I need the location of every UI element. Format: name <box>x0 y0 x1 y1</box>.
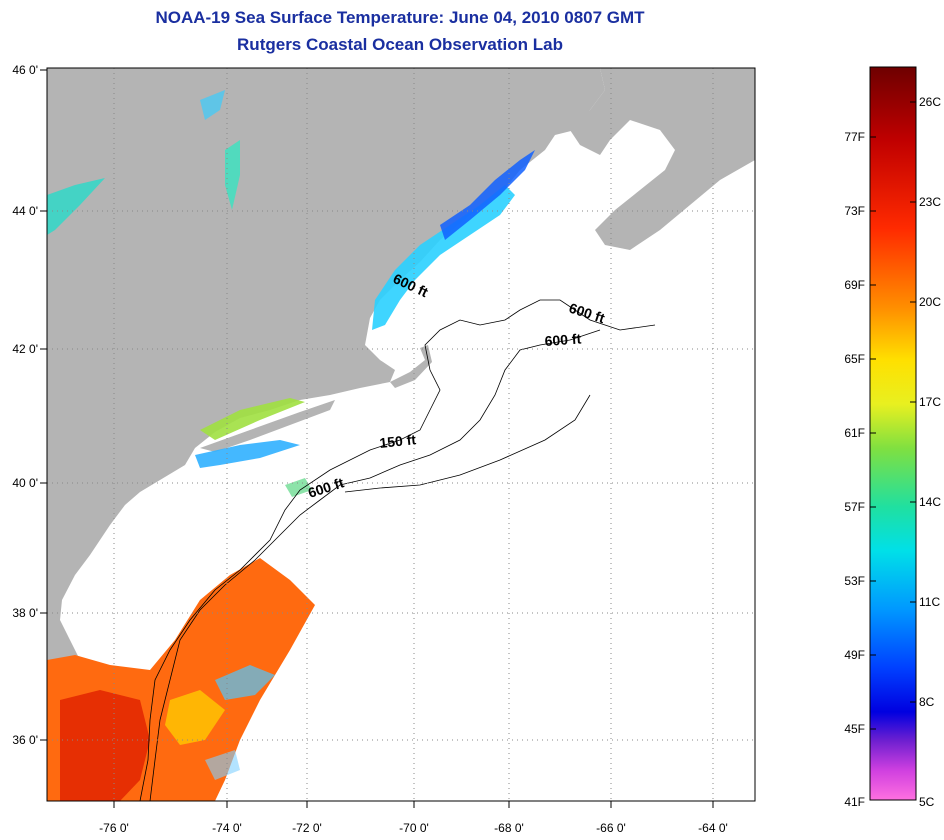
depth-label: 600 ft <box>544 330 582 349</box>
sst-patch-inland-north <box>200 90 225 120</box>
sst-patch-warm-core <box>60 690 150 801</box>
depth-contour-offshore <box>344 394 591 493</box>
lat-label: 40 0' <box>12 476 38 490</box>
sst-patch-warm-cool-streak <box>215 665 275 700</box>
sst-patch-maine-coast <box>440 150 535 240</box>
colorbar-f-label: 41F <box>844 795 865 809</box>
colorbar-f-label: 57F <box>844 500 865 514</box>
colorbar-c-label: 11C <box>919 595 940 609</box>
colorbar-f-label: 45F <box>844 722 865 736</box>
axis-ticks <box>40 69 714 808</box>
lon-label: -66 0' <box>596 821 626 835</box>
sst-patch-warm-yellow <box>165 690 225 745</box>
colorbar-f-label: 69F <box>844 278 865 292</box>
land-cape-cod <box>390 345 432 388</box>
colorbar-f-label: 61F <box>844 426 865 440</box>
map-grid <box>47 68 755 801</box>
colorbar-c-label: 20C <box>919 295 941 309</box>
colorbar-c-label: 17C <box>919 395 941 409</box>
map-title: NOAA-19 Sea Surface Temperature: June 04… <box>155 8 645 27</box>
lon-label: -68 0' <box>494 821 524 835</box>
land-long-island <box>200 400 335 452</box>
sst-patch-warm-cool-streak-2 <box>205 750 240 780</box>
land-mainland <box>47 68 605 690</box>
lat-label: 36 0' <box>12 733 38 747</box>
lon-label: -74 0' <box>212 821 242 835</box>
lon-label: -70 0' <box>399 821 429 835</box>
colorbar-ticks <box>870 101 916 730</box>
colorbar-f-label: 73F <box>844 204 865 218</box>
lon-label: -72 0' <box>292 821 322 835</box>
colorbar-c-label: 23C <box>919 195 941 209</box>
sst-patch-small <box>285 478 312 497</box>
colorbar-f-label: 65F <box>844 352 865 366</box>
map-subtitle: Rutgers Coastal Ocean Observation Lab <box>237 35 563 54</box>
sst-patch-gulf-of-maine <box>372 185 515 330</box>
map-frame <box>46 67 756 802</box>
lat-label: 38 0' <box>12 606 38 620</box>
colorbar-f-label: 49F <box>844 648 865 662</box>
colorbar-f-label: 77F <box>844 130 865 144</box>
sst-patch-ny-bight <box>195 440 300 468</box>
depth-label: 150 ft <box>379 431 417 451</box>
colorbar-c-label: 26C <box>919 95 941 109</box>
lat-label: 42 0' <box>12 342 38 356</box>
colorbar-c-label: 14C <box>919 495 941 509</box>
lat-label: 44 0' <box>12 204 38 218</box>
colorbar <box>869 66 917 801</box>
depth-contour-150ft <box>149 329 601 801</box>
lon-label: -64 0' <box>698 821 728 835</box>
colorbar-c-label: 5C <box>919 795 935 809</box>
colorbar-f-label: 53F <box>844 574 865 588</box>
sst-patch-inland-strip <box>225 140 240 210</box>
lon-label: -76 0' <box>99 821 129 835</box>
colorbar-c-label: 8C <box>919 695 935 709</box>
sst-patch-inland-west <box>47 178 105 235</box>
depth-contour-600ft <box>139 299 656 801</box>
lat-label: 46 0' <box>12 63 38 77</box>
sst-patch-li-sound <box>200 398 305 440</box>
land-canada <box>570 68 755 250</box>
